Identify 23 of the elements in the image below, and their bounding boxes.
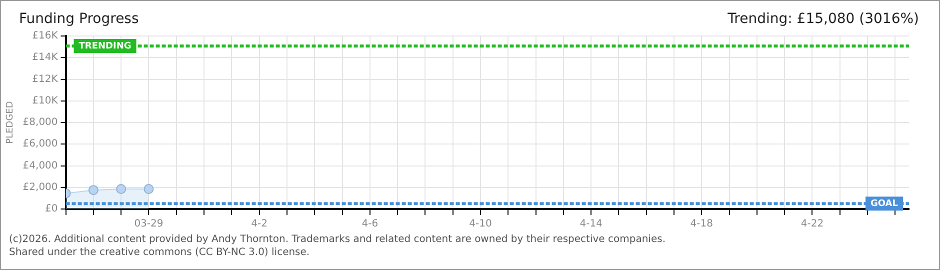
x-tick-label: 03-29 (134, 218, 164, 230)
x-tick-label: 4-22 (800, 218, 824, 230)
chart-subtitle: Trending: £15,080 (3016%) (728, 11, 919, 27)
y-tick-label: £6,000 (22, 138, 58, 150)
y-tick-label: £16K (32, 30, 58, 42)
ref-line-label: TRENDING (78, 41, 132, 52)
ref-line-label: GOAL (870, 198, 898, 209)
x-tick-label: 4-14 (580, 218, 602, 230)
y-tick-label: £2,000 (22, 182, 58, 193)
y-axis-title: PLEDGED (6, 101, 16, 144)
chart-title: Funding Progress (19, 11, 139, 27)
x-tick-label: 4-2 (251, 218, 268, 230)
y-tick-label: £8,000 (22, 117, 58, 128)
y-tick-label: £0 (45, 204, 58, 215)
x-tick-label: 4-18 (690, 218, 714, 230)
y-tick-label: £12K (32, 74, 58, 85)
y-tick-label: £14K (32, 52, 58, 64)
y-tick-label: £4,000 (22, 160, 58, 172)
y-tick-label: £10K (32, 95, 58, 106)
text: Shared under the creative commons (CC BY-NC 3.0) license. (9, 246, 311, 259)
x-tick-label: 4-6 (362, 218, 378, 230)
text: (c)2026. Additional content provided by Andy Thornton. Trademarks and related content are owned by their respective companies. (9, 233, 666, 246)
x-tick-label: 4-10 (469, 218, 492, 230)
